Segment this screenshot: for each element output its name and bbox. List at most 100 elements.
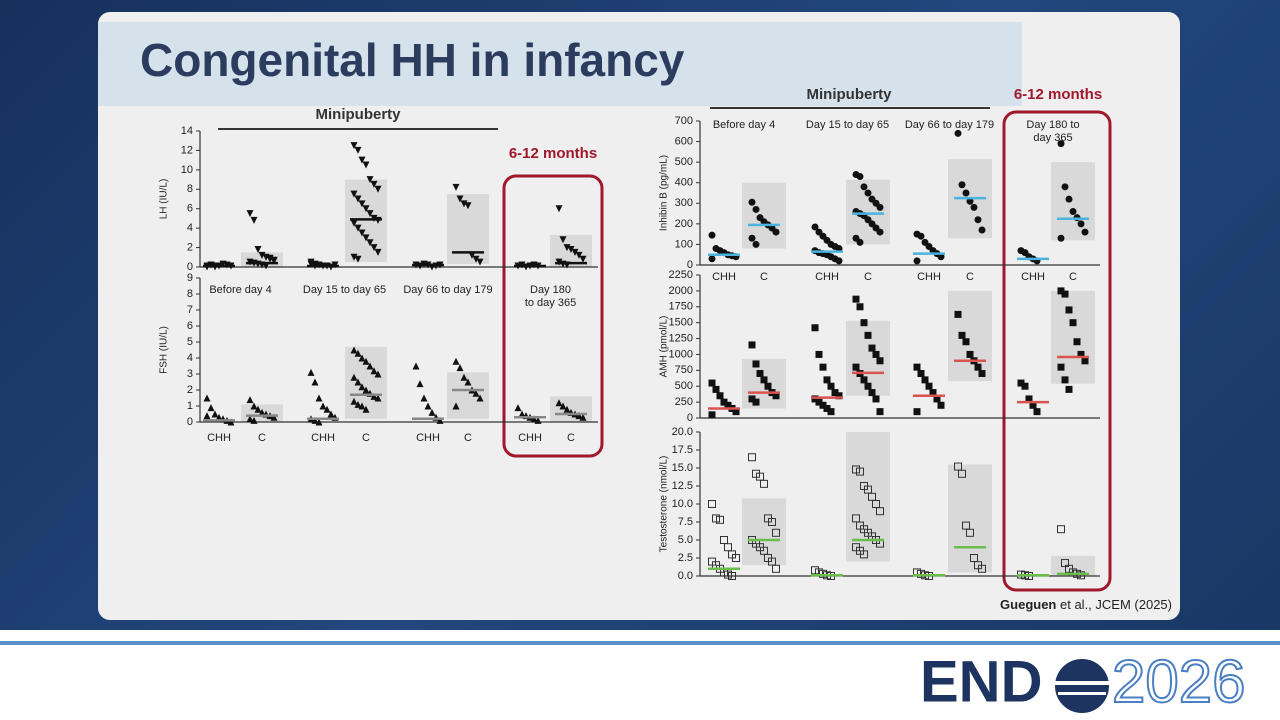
data-point	[579, 413, 587, 421]
data-point	[452, 402, 460, 410]
data-point	[856, 467, 864, 476]
data-point	[354, 146, 362, 154]
y-tick-label: 3	[187, 368, 193, 380]
data-point	[732, 408, 740, 416]
data-point	[772, 564, 780, 573]
data-point	[460, 373, 468, 381]
y-tick-label: 14	[181, 125, 193, 137]
data-point	[203, 394, 211, 402]
period-label-line: Day 180 to	[1026, 119, 1079, 131]
y-tick-label: 0	[187, 416, 193, 428]
data-point	[728, 572, 736, 580]
data-point	[925, 382, 933, 390]
data-point	[366, 176, 374, 184]
x-category-label: CHH	[416, 432, 440, 444]
data-point	[937, 253, 945, 261]
data-point	[937, 401, 945, 409]
data-point	[354, 400, 362, 408]
data-point	[424, 402, 432, 410]
data-point	[575, 412, 583, 420]
data-point	[254, 246, 262, 254]
data-point	[852, 363, 860, 371]
y-axis-label: Testosterone (nmol/L)	[659, 456, 670, 553]
data-point	[354, 378, 362, 386]
data-point	[856, 173, 864, 181]
data-point	[358, 354, 366, 362]
data-point	[978, 370, 986, 378]
data-point	[966, 528, 974, 537]
x-category-label: C	[1069, 271, 1077, 283]
period-label-line: day 365	[1033, 132, 1072, 144]
data-point	[708, 255, 716, 263]
x-category-label: CHH	[917, 271, 941, 283]
range-box	[1051, 162, 1095, 241]
bracket-label: Minipuberty	[807, 86, 893, 103]
data-point	[211, 410, 219, 418]
y-tick-label: 1000	[669, 348, 693, 360]
data-point	[350, 142, 358, 150]
data-point	[1077, 350, 1085, 358]
y-tick-label: 500	[675, 156, 693, 168]
data-point	[1061, 183, 1069, 191]
data-point	[827, 382, 835, 390]
data-point	[571, 248, 579, 256]
data-point	[354, 224, 362, 232]
data-point	[852, 295, 860, 303]
y-tick-label: 1	[187, 400, 193, 412]
y-tick-label: 1500	[669, 317, 693, 329]
data-point	[1021, 382, 1029, 390]
data-point	[876, 228, 884, 236]
data-point	[760, 479, 768, 488]
period-label-line: Day 180	[530, 284, 571, 296]
highlight-label: 6-12 months	[1014, 86, 1102, 103]
data-point	[748, 234, 756, 242]
data-point	[254, 405, 262, 413]
y-tick-label: 0	[687, 412, 693, 424]
data-point	[250, 216, 258, 224]
x-category-label: CHH	[1021, 271, 1045, 283]
data-point	[366, 362, 374, 370]
y-tick-label: 750	[675, 364, 693, 376]
data-point	[358, 156, 366, 164]
period-label: Day 180 to day 365	[1026, 119, 1079, 144]
data-point	[772, 228, 780, 236]
data-point	[1057, 234, 1065, 242]
data-point	[819, 363, 827, 371]
x-category-label: C	[464, 432, 472, 444]
data-point	[563, 244, 571, 252]
data-point	[215, 413, 223, 421]
data-point	[962, 338, 970, 346]
data-point	[452, 183, 460, 191]
y-tick-label: 15.0	[672, 462, 693, 474]
y-tick-label: 10.0	[672, 498, 693, 510]
citation-rest: et al., JCEM (2025)	[1060, 597, 1172, 612]
y-tick-label: 300	[675, 197, 693, 209]
data-point	[323, 405, 331, 413]
data-point	[1029, 401, 1037, 409]
data-point	[876, 357, 884, 365]
period-label: Day 180 to day 365	[525, 284, 576, 309]
data-point	[1077, 220, 1085, 228]
period-label: Day 15 to day 65	[806, 119, 889, 131]
data-point	[748, 198, 756, 206]
y-tick-label: 1250	[669, 332, 693, 344]
data-point	[311, 416, 319, 424]
data-point	[311, 378, 319, 386]
data-point	[933, 395, 941, 403]
data-point	[258, 408, 266, 416]
data-point	[876, 507, 884, 516]
data-point	[350, 397, 358, 405]
period-label-line: Day 66 to day 179	[403, 284, 492, 296]
data-point	[1025, 395, 1033, 403]
data-point	[366, 210, 374, 218]
data-point	[978, 564, 986, 573]
y-tick-label: 400	[675, 177, 693, 189]
data-point	[864, 189, 872, 197]
data-point	[1081, 357, 1089, 365]
x-category-label: CHH	[712, 271, 736, 283]
period-label-line: to day 365	[525, 297, 576, 309]
data-point	[720, 398, 728, 406]
data-point	[772, 392, 780, 400]
data-point	[724, 401, 732, 409]
